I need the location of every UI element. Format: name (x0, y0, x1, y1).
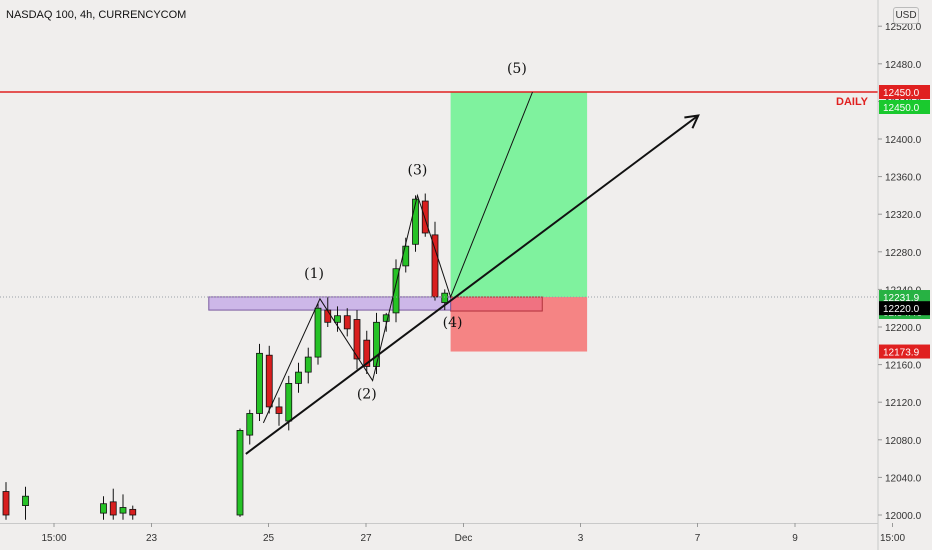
wave-label: (1) (304, 266, 324, 282)
bull-candle (402, 245, 410, 267)
price-tick-label: 12480.0 (885, 60, 922, 71)
price-tag-label: 12450.0 (883, 88, 920, 99)
time-tick-label: 7 (695, 533, 701, 544)
bull-candle (22, 495, 29, 507)
time-tick-label: 15:00 (41, 533, 66, 544)
price-tag (879, 301, 930, 316)
bull-candle (441, 292, 449, 303)
bear-candle (129, 508, 137, 516)
bull-candle (236, 429, 244, 516)
price-tag-label: 12231.9 (883, 293, 920, 304)
time-tick-label: Dec (455, 533, 473, 544)
time-tick-label: 25 (263, 533, 275, 544)
bear-candle (265, 354, 273, 408)
time-tick-label: 9 (792, 533, 798, 544)
support-zone (208, 296, 452, 311)
bear-candle (324, 309, 332, 323)
trendline-arrow (245, 114, 699, 455)
profit-zone (450, 92, 588, 298)
price-tick-label: 12160.0 (885, 361, 922, 372)
price-tag (879, 100, 930, 114)
bear-candle (275, 406, 283, 414)
bull-candle (382, 314, 390, 322)
bear-candle (109, 501, 117, 516)
bull-candle (334, 315, 341, 323)
bull-candle (246, 413, 254, 436)
bull-candle (295, 371, 302, 384)
bull-candle (392, 268, 400, 314)
bear-candle (2, 491, 10, 516)
bear-candle (353, 319, 361, 360)
price-axis-panel (878, 0, 932, 550)
price-tick-label: 12280.0 (885, 248, 922, 259)
price-tick-label: 12120.0 (885, 398, 922, 409)
bull-candle (314, 307, 322, 358)
price-tick-label: 12200.0 (885, 323, 922, 334)
bull-candle (256, 352, 263, 414)
price-tag (879, 290, 930, 305)
bull-candle (285, 382, 293, 422)
chart-title: NASDAQ 100, 4h, CURRENCYCOM (6, 9, 187, 21)
bull-candle (304, 356, 312, 373)
price-tick-label: 12360.0 (885, 173, 922, 184)
price-tag-label: 12450.0 (883, 103, 920, 114)
price-tick-label: 12000.0 (885, 511, 922, 522)
time-tick-label: 3 (578, 533, 584, 544)
wave-label: (3) (408, 163, 428, 179)
wave-label: (4) (443, 315, 463, 331)
bear-candle (343, 315, 351, 330)
price-tag (879, 344, 930, 359)
price-tick-label: 12520.0 (885, 22, 922, 33)
price-tick-label: 12040.0 (885, 473, 922, 484)
trendline-arrowhead (684, 114, 700, 129)
price-tag-label: 12220.0 (883, 304, 920, 315)
bear-candle (363, 339, 371, 367)
price-tick-label: 12080.0 (885, 436, 922, 447)
bull-candle (412, 198, 419, 245)
price-tag-label: 12173.9 (883, 348, 920, 359)
wave-label: (5) (507, 61, 527, 77)
bull-candle (373, 321, 380, 367)
elliott-wave-path (262, 91, 533, 424)
bull-candle (119, 507, 127, 514)
price-tick-label: 12320.0 (885, 210, 922, 221)
price-tick-label: 12400.0 (885, 135, 922, 146)
price-tag (879, 85, 930, 99)
bear-candle (421, 200, 429, 234)
sell-zone-box (450, 296, 543, 312)
daily-label: DAILY (836, 96, 869, 108)
bull-candle (100, 503, 107, 514)
wave-label: (2) (357, 386, 377, 402)
time-tick-label: 15:00 (880, 533, 905, 544)
time-tick-label: 27 (360, 533, 372, 544)
time-tick-label: 23 (146, 533, 158, 544)
currency-button[interactable]: USD (893, 7, 919, 24)
